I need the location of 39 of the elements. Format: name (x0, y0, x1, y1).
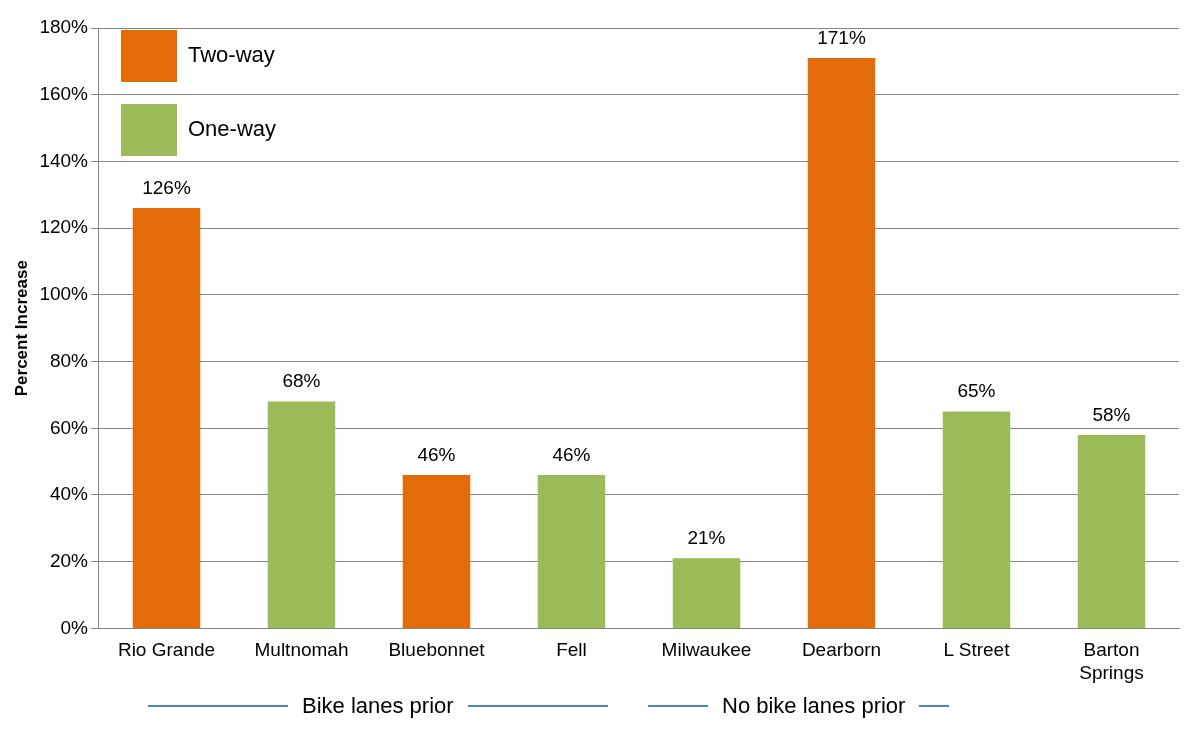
bar (807, 58, 876, 628)
y-tick-label: 20% (49, 549, 89, 571)
y-tick-label: 60% (49, 416, 89, 438)
x-tick-label: Milwaukee (661, 639, 752, 661)
x-tick-label: Bluebonnet (388, 639, 486, 661)
data-label: 65% (957, 380, 996, 402)
bar (942, 411, 1011, 628)
y-tick-label: 0% (60, 616, 89, 638)
bar (267, 401, 336, 628)
data-label: 46% (417, 443, 456, 465)
x-tick-label: Fell (556, 639, 587, 661)
data-label: 21% (687, 527, 726, 549)
y-tick-label: 120% (39, 216, 89, 238)
bar (537, 474, 606, 628)
data-label: 126% (142, 176, 191, 198)
y-tick-label: 40% (49, 483, 89, 505)
data-label: 46% (552, 443, 591, 465)
text: No bike lanes prior (722, 693, 906, 719)
bar (672, 558, 741, 628)
data-label: 58% (1092, 403, 1131, 425)
x-tick-label: Barton Springs (1079, 639, 1144, 683)
y-tick-label: 80% (49, 349, 89, 371)
y-tick-label: 180% (39, 16, 89, 38)
data-label: 171% (817, 26, 866, 48)
x-tick-label: Rio Grande (117, 639, 216, 661)
x-tick-label: Multnomah (254, 639, 349, 661)
y-axis-title: Percent Increase (11, 260, 31, 397)
bar (132, 208, 201, 628)
y-tick-label: 140% (39, 149, 89, 171)
legend-label: One-way (187, 116, 277, 142)
x-tick-label: L Street (943, 639, 1011, 661)
text: Bike lanes prior (302, 693, 454, 719)
legend-label: Two-way (187, 42, 275, 68)
y-tick-label: 160% (39, 82, 89, 104)
y-tick-label: 100% (39, 283, 89, 305)
bar (1077, 434, 1146, 628)
x-tick-label: Dearborn (801, 639, 882, 661)
data-label: 68% (282, 370, 321, 392)
bar (402, 474, 471, 628)
